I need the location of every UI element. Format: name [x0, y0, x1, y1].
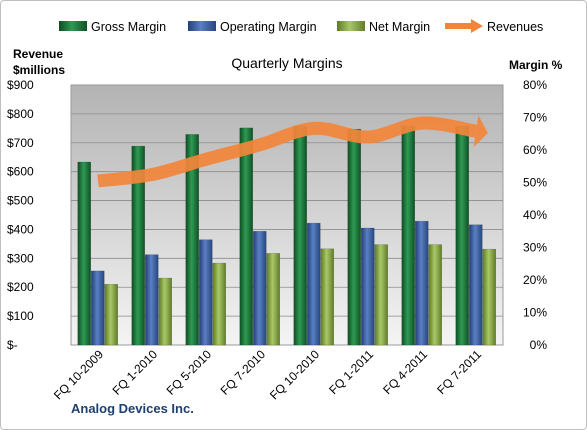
bar-operating-margin — [415, 220, 429, 346]
bar-gross-margin — [401, 125, 415, 346]
left-axis-tick-label: $- — [7, 338, 18, 352]
legend-label-operating-margin: Operating Margin — [220, 20, 317, 34]
bar-operating-margin — [199, 239, 213, 346]
left-axis-tick-label: $600 — [7, 165, 34, 179]
bar-gross-margin — [347, 128, 361, 346]
left-axis-tick-label: $500 — [7, 194, 34, 208]
bars-layer — [77, 125, 496, 346]
bar-net-margin — [482, 248, 496, 346]
bar-net-margin — [104, 283, 118, 346]
x-axis-tick-label: FQ 1-2010 — [110, 347, 161, 398]
left-axis-label-line2: $millions — [13, 63, 65, 77]
revenue-line — [97, 116, 478, 188]
left-axis-tick-label: $800 — [7, 107, 34, 121]
bar-net-margin — [374, 244, 388, 346]
bar-net-margin — [428, 244, 442, 346]
revenue-arrowhead — [473, 115, 488, 148]
left-axis-tick-label: $900 — [7, 78, 34, 92]
x-axis-ticks: FQ 10-2009 FQ 1-2010 FQ 5-2010 FQ 7-2010FQ … — [51, 347, 484, 402]
right-axis-tick-label: 40% — [523, 208, 547, 222]
right-axis-tick-label: 60% — [523, 143, 547, 157]
bar-net-margin — [266, 253, 280, 346]
x-axis-tick-label: FQ 10-2009 — [51, 347, 106, 402]
bar-operating-margin — [253, 231, 267, 346]
right-axis-tick-label: 80% — [523, 78, 547, 92]
left-axis-tick-label: $400 — [7, 222, 34, 236]
bar-gross-margin — [455, 126, 469, 346]
left-axis-tick-label: $300 — [7, 251, 34, 265]
legend-label-revenues: Revenues — [487, 20, 543, 34]
bar-gross-margin — [77, 161, 91, 346]
bar-net-margin — [320, 248, 334, 346]
bar-operating-margin — [361, 227, 375, 346]
right-axis-tick-label: 50% — [523, 176, 547, 190]
bar-gross-margin — [131, 145, 145, 346]
left-axis-tick-label: $700 — [7, 136, 34, 150]
left-axis-ticks: $- $100 $200 $300 $400 $500 $600 $700 $800 $900 — [7, 78, 34, 352]
bar-operating-margin — [145, 254, 159, 346]
legend-label-net-margin: Net Margin — [369, 20, 430, 34]
left-axis-label-line1: Revenue — [13, 47, 63, 61]
right-axis-tick-label: 70% — [523, 111, 547, 125]
bar-operating-margin — [307, 222, 321, 346]
right-axis-label: Margin % — [509, 58, 563, 72]
x-axis-tick-label: FQ 10-2010 — [267, 347, 322, 402]
bar-operating-margin — [91, 270, 105, 346]
x-axis-tick-label: FQ 5-2010 — [164, 347, 215, 398]
left-axis-tick-label: $200 — [7, 280, 34, 294]
right-axis-tick-label: 30% — [523, 241, 547, 255]
x-axis-tick-label: FQ 7-2010 — [218, 347, 269, 398]
chart-title: Quarterly Margins — [231, 55, 342, 71]
legend-swatch-operating-margin — [188, 21, 216, 31]
x-axis-tick-label: FQ 1-2011 — [326, 347, 376, 397]
bar-net-margin — [212, 262, 226, 346]
legend-swatch-net-margin — [337, 21, 365, 31]
revenue-line-layer — [97, 115, 488, 188]
legend-swatch-revenues-arrowhead — [471, 19, 483, 33]
right-axis-tick-label: 20% — [523, 273, 547, 287]
bar-gross-margin — [239, 127, 253, 346]
bar-gross-margin — [185, 134, 199, 346]
bar-net-margin — [158, 277, 172, 346]
right-axis-tick-label: 10% — [523, 306, 547, 320]
legend-swatch-gross-margin — [59, 21, 87, 31]
legend: Gross Margin Operating Margin Net Margin… — [59, 19, 543, 34]
right-axis-tick-label: 0% — [530, 338, 548, 352]
right-axis-ticks: 0% 10% 20% 30% 40% 50% 60% 70% 80% — [523, 78, 547, 352]
bar-gross-margin — [293, 126, 307, 346]
bar-operating-margin — [469, 224, 483, 346]
left-axis-tick-label: $100 — [7, 309, 34, 323]
legend-label-gross-margin: Gross Margin — [91, 20, 166, 34]
company-footer: Analog Devices Inc. — [71, 401, 194, 416]
x-axis-tick-label: FQ 7-2011 — [434, 347, 484, 397]
x-axis-tick-label: FQ 4-2011 — [380, 347, 430, 397]
